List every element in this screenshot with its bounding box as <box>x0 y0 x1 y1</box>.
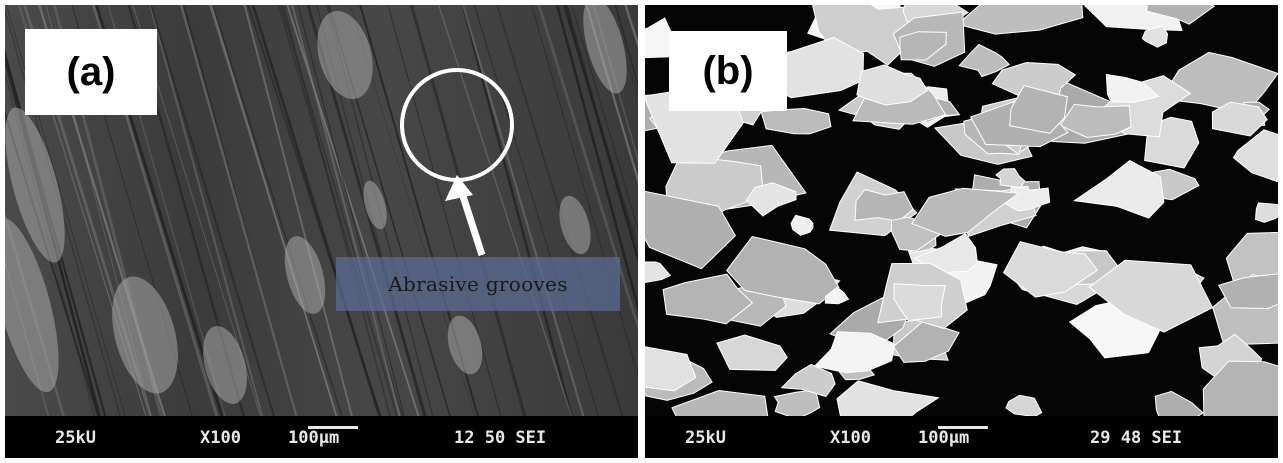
abrasive-grooves-label: Abrasive grooves <box>336 257 620 311</box>
debris-particle <box>716 334 788 371</box>
groove-line <box>495 5 624 416</box>
debris-particle <box>824 286 850 305</box>
debris-particle <box>1217 273 1278 310</box>
debris-particle <box>956 5 1084 35</box>
debris-particle <box>1105 73 1160 103</box>
debris-particle <box>645 346 697 392</box>
groove-line <box>297 5 405 416</box>
debris-particle <box>1232 129 1278 183</box>
debris-patch <box>5 217 59 393</box>
panel-label-b: (b) <box>669 31 787 111</box>
debris-particle <box>671 389 769 416</box>
debris-particle <box>662 273 754 325</box>
debris-particle <box>1059 103 1132 139</box>
groove-line <box>291 5 401 416</box>
debris-particle <box>854 189 914 222</box>
groove-line <box>286 5 420 416</box>
arrow-shaft <box>457 188 486 257</box>
groove-line <box>608 5 638 99</box>
debris-particle <box>958 43 1011 78</box>
groove-line <box>387 5 502 416</box>
groove-line <box>6 5 126 416</box>
debris-particle <box>856 64 928 106</box>
groove-line <box>562 5 638 252</box>
scale-bar <box>308 426 358 429</box>
debris-patch <box>317 11 373 99</box>
magnification-readout: X100 <box>830 428 871 448</box>
debris-particle <box>790 214 814 236</box>
debris-particle <box>645 17 677 59</box>
debris-particle <box>893 283 946 322</box>
voltage-readout: 25kU <box>685 428 726 448</box>
arrow-head <box>445 175 473 201</box>
image-id-readout: 29 48 SEI <box>1090 428 1183 448</box>
debris-particle <box>911 187 1020 237</box>
groove-line <box>614 5 638 90</box>
groove-line <box>212 5 343 416</box>
debris-particle <box>1002 241 1099 298</box>
debris-particle <box>726 235 840 305</box>
groove-line <box>149 5 275 416</box>
groove-line <box>564 5 638 263</box>
debris-patch <box>203 326 247 404</box>
sem-info-bar-b: 25kU X100 100μm 29 48 SEI <box>645 416 1278 458</box>
debris-particle <box>1141 25 1169 48</box>
groove-line <box>149 5 264 416</box>
groove-line <box>282 5 391 416</box>
groove-line <box>437 5 573 416</box>
debris-particle <box>1211 101 1268 137</box>
debris-particle <box>836 380 940 416</box>
groove-line <box>530 5 638 378</box>
wear-debris-patches <box>5 5 627 404</box>
scale-readout: 100μm <box>288 428 340 448</box>
debris-particle <box>645 261 672 283</box>
debris-particle <box>780 363 836 398</box>
groove-line <box>243 5 353 416</box>
debris-patch <box>583 5 627 94</box>
scale-readout: 100μm <box>918 428 970 448</box>
debris-particle <box>1073 160 1165 219</box>
debris-particle <box>1009 85 1068 134</box>
debris-particle <box>1146 5 1216 25</box>
debris-patch <box>447 315 483 375</box>
groove-line <box>473 5 599 416</box>
debris-particle <box>745 182 797 217</box>
debris-particle <box>1202 360 1278 416</box>
debris-particle <box>899 31 947 61</box>
voltage-readout: 25kU <box>55 428 96 448</box>
groove-line <box>571 5 638 232</box>
sem-image-worn-surface: (a) Abrasive grooves 25kU X100 100μm 12 … <box>5 5 638 458</box>
sem-info-bar-a: 25kU X100 100μm 12 50 SEI <box>5 416 638 458</box>
groove-line <box>461 5 585 416</box>
groove-line <box>179 5 298 416</box>
worn-surface-micrograph <box>5 5 638 416</box>
groove-line <box>566 5 638 260</box>
debris-particle <box>813 331 896 374</box>
debris-particle <box>760 107 832 135</box>
groove-line <box>277 5 399 416</box>
debris-particle <box>1088 259 1214 333</box>
image-id-readout: 12 50 SEI <box>454 428 547 448</box>
debris-patch <box>5 107 65 263</box>
debris-particle <box>645 190 737 270</box>
panel-label-a: (a) <box>25 29 157 115</box>
groove-line <box>208 5 338 416</box>
debris-particle <box>1005 394 1043 416</box>
sem-image-wear-debris: (b) 25kU X100 100μm 29 48 SEI <box>645 5 1278 458</box>
groove-line <box>537 5 638 332</box>
scale-bar <box>938 426 988 429</box>
groove-line <box>461 5 573 416</box>
debris-patch <box>559 195 591 255</box>
magnification-readout: X100 <box>200 428 241 448</box>
groove-line <box>251 5 381 416</box>
debris-patch <box>284 236 326 314</box>
debris-patch <box>112 276 178 394</box>
groove-line <box>555 5 638 313</box>
debris-particle <box>1154 390 1205 416</box>
debris-patch <box>363 180 387 230</box>
debris-particle <box>995 168 1026 189</box>
debris-particle <box>1254 202 1278 223</box>
